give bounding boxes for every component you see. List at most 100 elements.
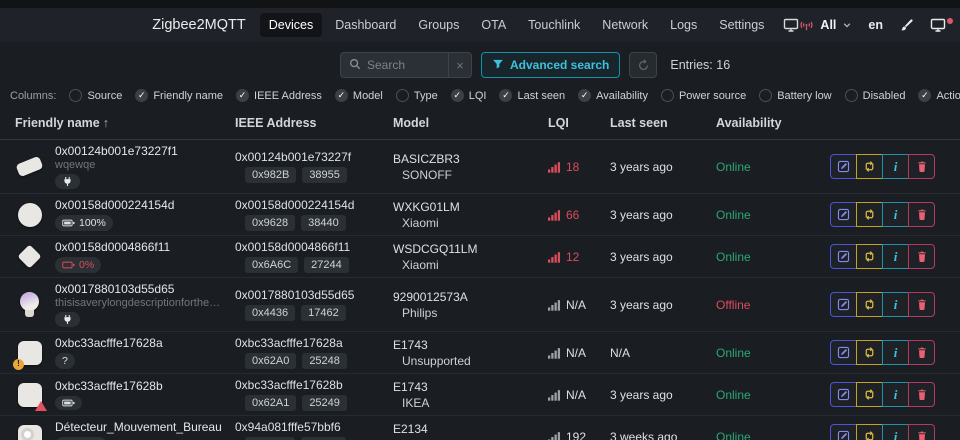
column-toggle-power-source[interactable]: Power source — [660, 89, 746, 102]
model-id-link[interactable]: WXKG01LM — [393, 199, 460, 214]
header-last-seen[interactable]: Last seen — [610, 116, 668, 130]
delete-button[interactable] — [908, 244, 935, 269]
model-vendor: IKEA — [402, 395, 430, 410]
model-id-link[interactable]: E2134 — [393, 421, 428, 436]
edit-button[interactable] — [830, 202, 857, 227]
header-model[interactable]: Model — [393, 116, 430, 130]
search-clear-button[interactable]: × — [448, 52, 472, 78]
delete-button[interactable] — [908, 424, 935, 440]
device-friendly-name-link[interactable]: Détecteur_Mouvement_Bureau — [55, 420, 222, 434]
info-button[interactable]: i — [882, 340, 909, 365]
reconfigure-button[interactable] — [856, 154, 883, 179]
device-image[interactable] — [15, 290, 45, 320]
power-plug-badge — [55, 312, 80, 327]
language-selector[interactable]: en — [868, 18, 883, 32]
row-actions: i — [830, 340, 960, 365]
advanced-search-button[interactable]: Advanced search — [481, 52, 621, 78]
device-image[interactable] — [15, 200, 45, 230]
source-filter-dropdown[interactable]: All — [799, 18, 852, 33]
edit-button[interactable] — [830, 244, 857, 269]
checkbox-checked-icon: ✓ — [236, 89, 250, 102]
model-id-link[interactable]: 9290012573A — [393, 289, 468, 304]
nav-item-dashboard[interactable]: Dashboard — [335, 18, 397, 32]
reconfigure-button[interactable] — [856, 202, 883, 227]
header-lqi[interactable]: LQI — [548, 116, 569, 130]
device-image[interactable] — [15, 152, 45, 182]
device-friendly-name-link[interactable]: 0x00158d0004866f11 — [55, 240, 171, 254]
column-toggle-disabled[interactable]: Disabled — [844, 89, 905, 102]
column-toggle-availability[interactable]: ✓ Availability — [578, 89, 648, 102]
battery-low-badge: 0% — [55, 257, 102, 273]
model-id-link[interactable]: BASICZBR3 — [393, 151, 460, 166]
frontend-monitor-icon[interactable] — [783, 17, 799, 33]
theme-brush-icon[interactable] — [899, 18, 914, 33]
edit-button[interactable] — [830, 382, 857, 407]
table-row: 0x00158d000224154d 100% 0x00158d00022415… — [0, 194, 960, 236]
edit-button[interactable] — [830, 292, 857, 317]
info-button[interactable]: i — [882, 292, 909, 317]
model-id-link[interactable]: E1743 — [393, 337, 428, 352]
edit-button[interactable] — [830, 340, 857, 365]
delete-button[interactable] — [908, 292, 935, 317]
last-seen: 3 weeks ago — [610, 429, 678, 440]
reconfigure-button[interactable] — [856, 424, 883, 440]
info-button[interactable]: i — [882, 424, 909, 440]
reconfigure-button[interactable] — [856, 292, 883, 317]
device-image[interactable] — [15, 422, 45, 440]
nav-item-groups[interactable]: Groups — [418, 18, 460, 32]
info-button[interactable]: i — [882, 382, 909, 407]
info-button[interactable]: i — [882, 202, 909, 227]
nav-item-network[interactable]: Network — [602, 18, 649, 32]
header-ieee-address[interactable]: IEEE Address — [235, 116, 317, 130]
column-toggle-model[interactable]: ✓ Model — [334, 89, 383, 102]
reset-search-button[interactable] — [629, 52, 658, 78]
column-toggle-last-seen[interactable]: ✓ Last seen — [499, 89, 565, 102]
delete-button[interactable] — [908, 202, 935, 227]
device-description: thisisaverylongdescriptionforthepurposeo… — [55, 297, 223, 309]
device-friendly-name-link[interactable]: 0xbc33acfffe17628a — [55, 336, 163, 350]
column-toggle-actions[interactable]: ✓ Actions — [918, 89, 960, 102]
power-plug-badge — [55, 174, 80, 189]
nav-item-logs[interactable]: Logs — [670, 18, 698, 32]
lqi-value: 12 — [566, 249, 580, 264]
device-table-body: 0x00124b001e73227f1 wqewqe 0x00124b001e7… — [0, 140, 960, 440]
device-image[interactable] — [15, 242, 45, 272]
delete-button[interactable] — [908, 340, 935, 365]
reconfigure-button[interactable] — [856, 340, 883, 365]
delete-button[interactable] — [908, 154, 935, 179]
nav-item-devices[interactable]: Devices — [259, 13, 323, 37]
notifications-monitor-icon[interactable] — [930, 17, 953, 33]
column-toggle-lqi[interactable]: ✓ LQI — [450, 89, 486, 102]
column-toggle-label: Model — [352, 89, 383, 102]
nav-item-ota[interactable]: OTA — [481, 18, 507, 32]
network-address-dec: 25248 — [302, 353, 347, 369]
header-friendly-name[interactable]: Friendly name ↑ — [15, 116, 109, 130]
search-input[interactable] — [367, 58, 437, 72]
device-friendly-name-link[interactable]: 0x00158d000224154d — [55, 198, 175, 212]
reconfigure-button[interactable] — [856, 244, 883, 269]
column-toggle-source[interactable]: Source — [69, 89, 122, 102]
header-availability[interactable]: Availability — [716, 116, 782, 130]
device-friendly-name-link[interactable]: 0xbc33acfffe17628b — [55, 379, 163, 393]
model-id-link[interactable]: E1743 — [393, 379, 428, 394]
model-vendor: Xiaomi — [402, 215, 439, 230]
edit-button[interactable] — [830, 154, 857, 179]
info-button[interactable]: i — [882, 154, 909, 179]
column-toggle-friendly-name[interactable]: ✓ Friendly name — [135, 89, 223, 102]
column-toggle-ieee-address[interactable]: ✓ IEEE Address — [236, 89, 322, 102]
model-id-link[interactable]: WSDCGQ11LM — [393, 241, 478, 256]
device-friendly-name-link[interactable]: 0x00124b001e73227f1 — [55, 144, 178, 158]
device-friendly-name-link[interactable]: 0x0017880103d55d65 — [55, 282, 175, 296]
delete-button[interactable] — [908, 382, 935, 407]
info-button[interactable]: i — [882, 244, 909, 269]
device-image[interactable] — [15, 380, 47, 411]
device-image[interactable]: ! — [13, 338, 45, 370]
reconfigure-button[interactable] — [856, 382, 883, 407]
column-toggle-type[interactable]: Type — [395, 89, 438, 102]
network-address-dec: 38440 — [301, 215, 346, 231]
ieee-address: 0xbc33acfffe17628b — [235, 378, 343, 392]
edit-button[interactable] — [830, 424, 857, 440]
column-toggle-battery-low[interactable]: Battery low — [759, 89, 832, 102]
nav-item-touchlink[interactable]: Touchlink — [528, 18, 581, 32]
nav-item-settings[interactable]: Settings — [719, 18, 765, 32]
